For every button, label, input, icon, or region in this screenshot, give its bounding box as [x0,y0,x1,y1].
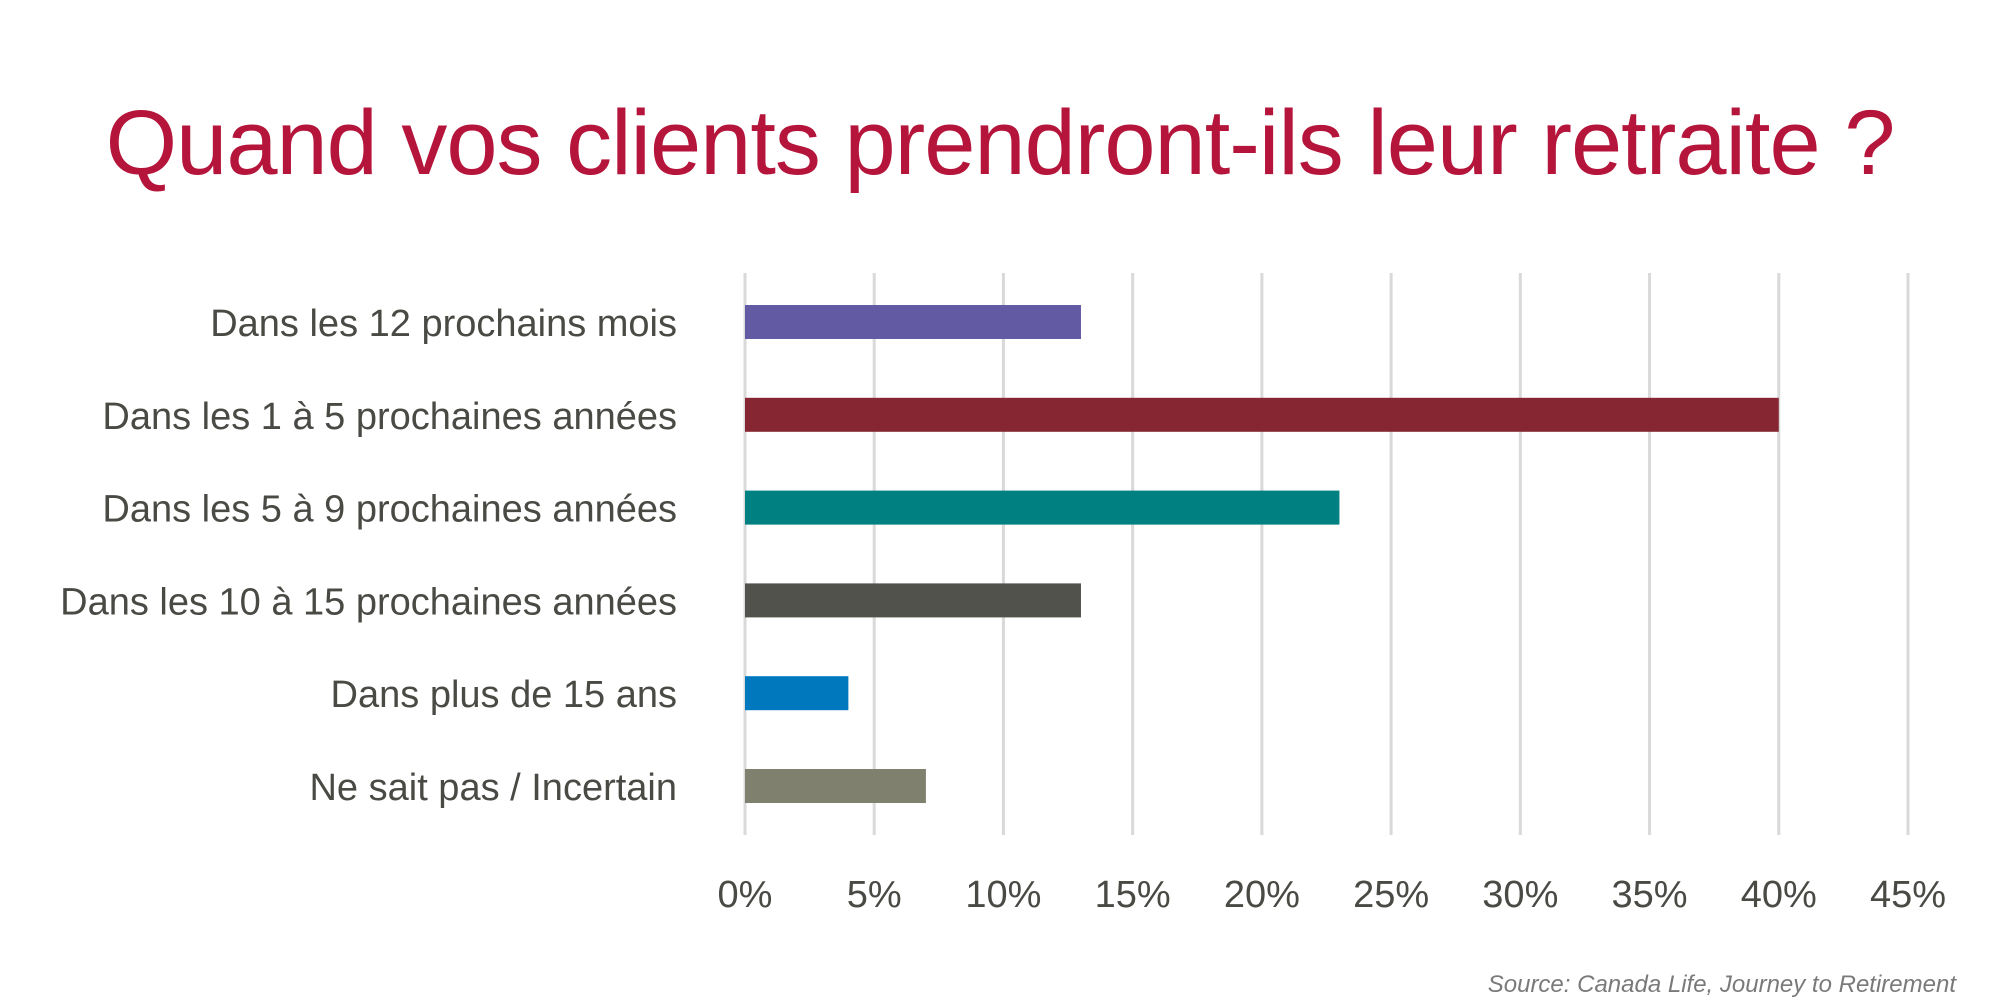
x-tick-label: 40% [1741,874,1817,916]
bar [745,305,1081,339]
bar [745,397,1779,432]
category-labels: Dans les 12 prochains mois Dans les 1 à 5… [60,303,677,809]
bar [745,583,1081,618]
category-label: Dans les 5 à 9 prochaines années [102,489,677,531]
category-label: Dans les 1 à 5 prochaines années [102,396,677,438]
category-label: Ne sait pas / Incertain [309,767,677,809]
x-tick-label: 10% [965,874,1041,916]
category-label: Dans plus de 15 ans [331,674,677,716]
x-tick-label: 45% [1870,874,1946,916]
x-tick-label: 25% [1353,874,1429,916]
category-label: Dans les 12 prochains mois [210,303,677,345]
bars [745,305,1779,803]
bar [745,769,926,803]
x-tick-label: 15% [1095,874,1171,916]
source-note: Source: Canada Life, Journey to Retireme… [1487,971,1956,998]
x-tick-label: 30% [1482,874,1558,916]
bar [745,676,849,711]
x-tick-label: 5% [847,874,902,916]
x-tick-label: 35% [1612,874,1688,916]
bar [745,490,1340,525]
x-tick-label: 20% [1224,874,1300,916]
x-axis-tick-labels: 0% 5% 10% 15% 20% 25% 30% 35% 40% 45% [718,874,1946,916]
x-tick-label: 0% [718,874,773,916]
category-label: Dans les 10 à 15 prochaines années [60,581,677,623]
gridlines [743,273,1910,835]
chart-title: Quand vos clients prendront-ils leur ret… [105,92,1896,194]
